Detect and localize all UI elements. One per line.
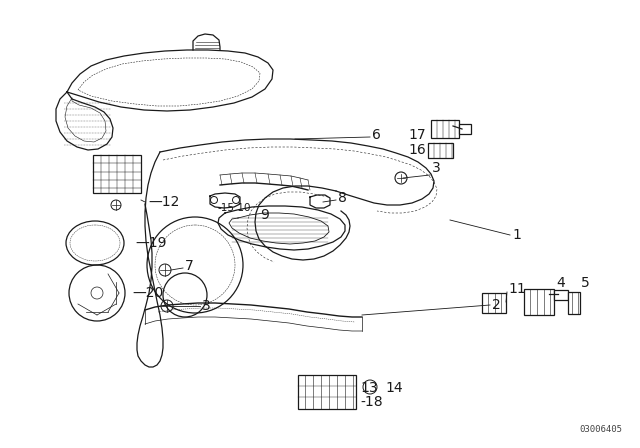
- Text: —19: —19: [135, 236, 166, 250]
- Text: —12: —12: [148, 195, 179, 209]
- Bar: [93, 155, 141, 193]
- Bar: [554, 290, 568, 300]
- Text: 3: 3: [202, 299, 211, 313]
- Bar: [298, 375, 356, 409]
- Text: 1: 1: [512, 228, 521, 242]
- Text: 16: 16: [408, 143, 426, 157]
- Text: 2: 2: [492, 298, 500, 312]
- Bar: [428, 143, 453, 158]
- Text: 3: 3: [432, 161, 441, 175]
- Text: 7: 7: [185, 259, 194, 273]
- Text: 5: 5: [581, 276, 589, 290]
- Text: -18: -18: [360, 395, 383, 409]
- Circle shape: [91, 287, 103, 299]
- Text: -15.10: -15.10: [218, 203, 252, 213]
- Bar: [431, 120, 459, 138]
- Bar: [459, 124, 471, 134]
- Text: 03006405: 03006405: [579, 425, 622, 434]
- Text: 4: 4: [556, 276, 564, 290]
- Text: —20: —20: [132, 286, 163, 300]
- Text: 6: 6: [372, 128, 381, 142]
- Text: 11: 11: [508, 282, 525, 296]
- Text: 9: 9: [260, 208, 269, 222]
- Text: 17: 17: [408, 128, 426, 142]
- Text: 14: 14: [385, 381, 403, 395]
- Bar: [482, 293, 506, 313]
- Bar: [524, 289, 554, 315]
- Text: 13: 13: [360, 381, 378, 395]
- Text: 8: 8: [338, 191, 347, 205]
- Bar: [568, 292, 580, 314]
